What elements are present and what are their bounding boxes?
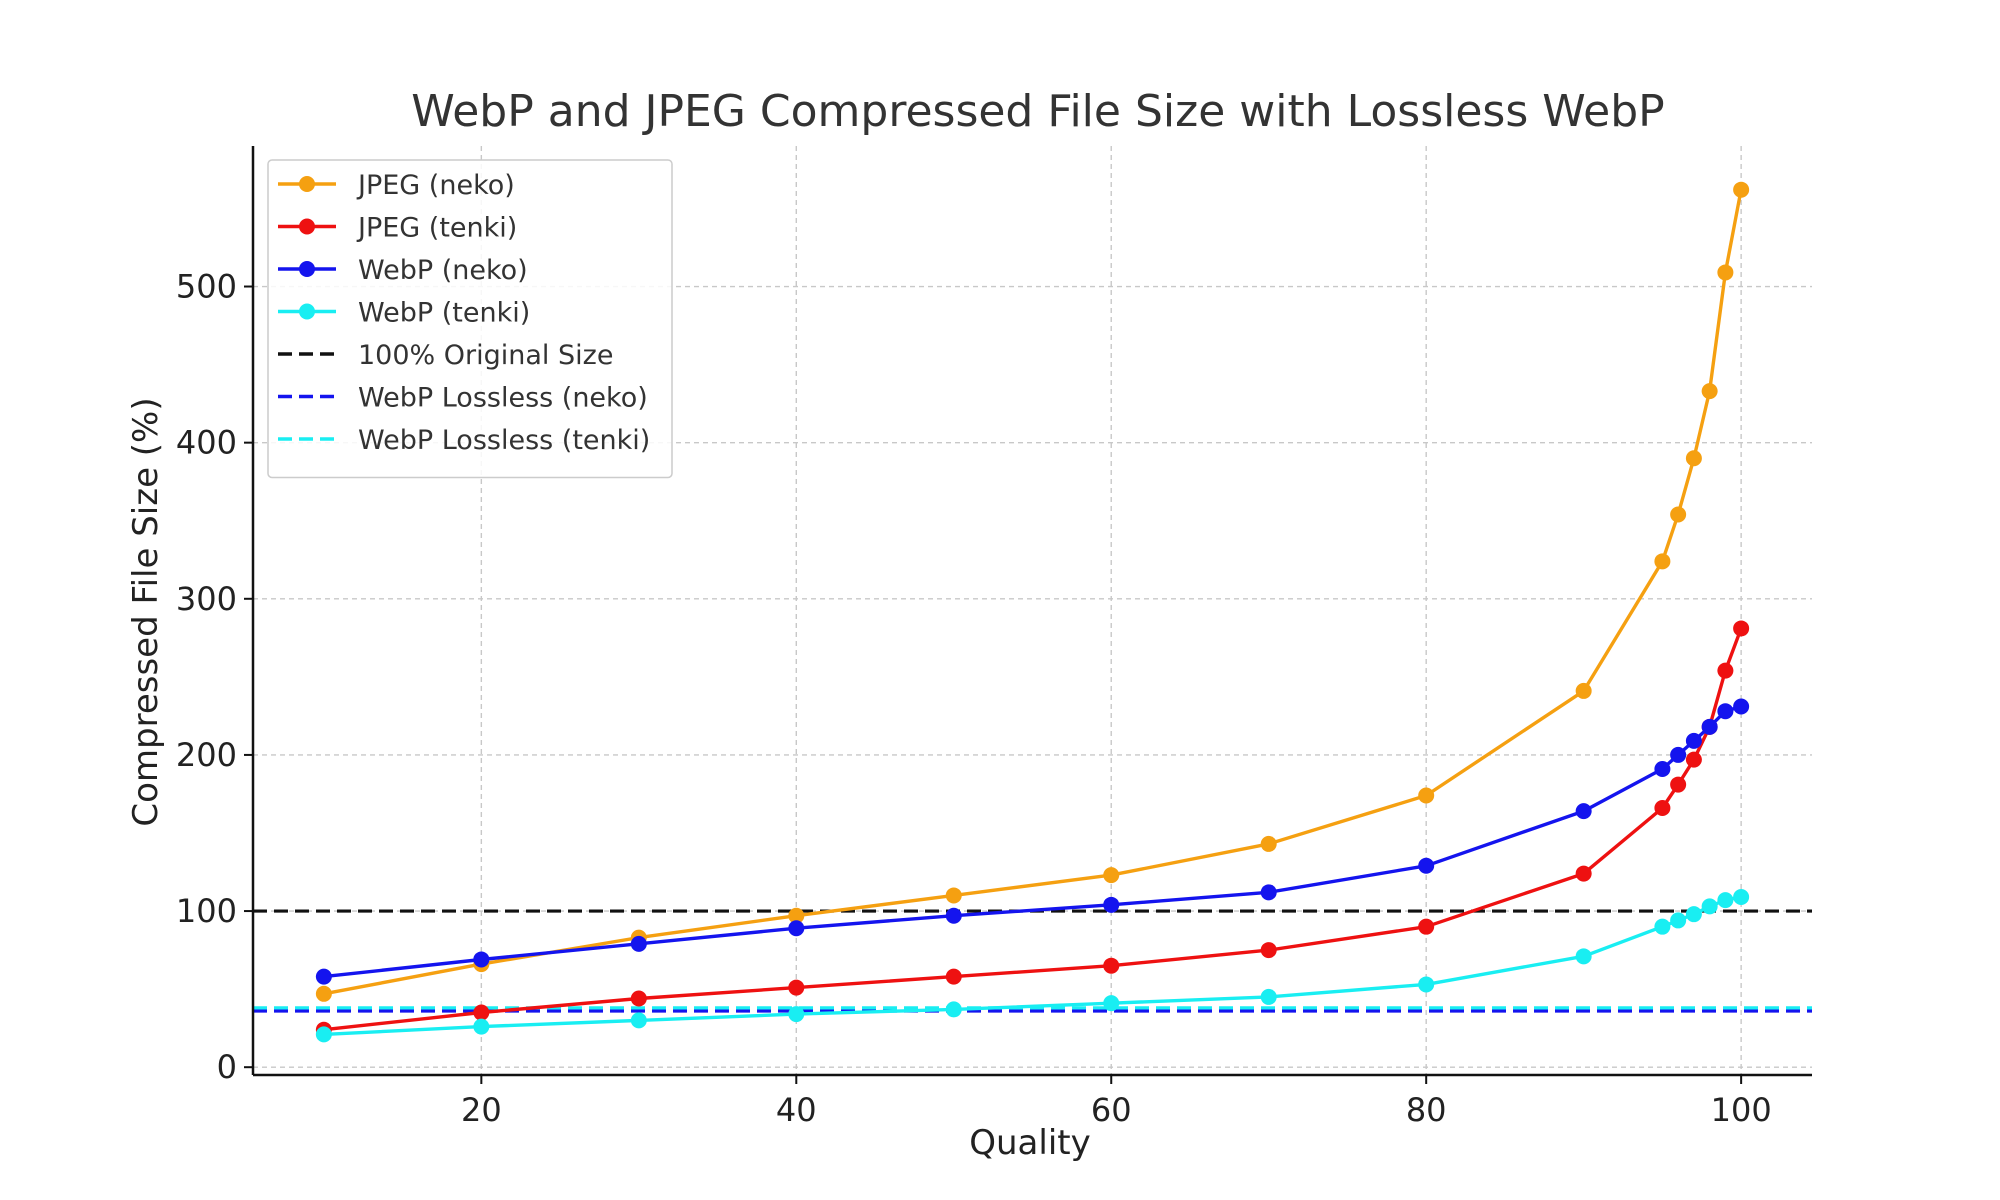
data-point-3-13 bbox=[1717, 892, 1734, 909]
x-tick-label-40: 40 bbox=[776, 1091, 817, 1129]
data-point-1-13 bbox=[1717, 662, 1734, 679]
legend-label-6: WebP Lossless (tenki) bbox=[358, 425, 650, 456]
data-point-0-11 bbox=[1685, 450, 1702, 467]
data-point-2-12 bbox=[1701, 718, 1718, 735]
data-point-2-2 bbox=[630, 935, 647, 952]
legend-label-3: WebP (tenki) bbox=[358, 298, 530, 329]
data-point-0-0 bbox=[315, 985, 332, 1002]
data-point-3-5 bbox=[1103, 995, 1120, 1012]
data-point-1-11 bbox=[1685, 751, 1702, 768]
data-point-3-10 bbox=[1670, 912, 1687, 929]
legend-marker-2 bbox=[299, 261, 315, 277]
data-point-2-9 bbox=[1654, 760, 1671, 777]
data-point-2-0 bbox=[315, 968, 332, 985]
legend-label-0: JPEG (neko) bbox=[356, 170, 515, 201]
data-point-3-9 bbox=[1654, 918, 1671, 935]
data-point-2-7 bbox=[1418, 857, 1435, 874]
data-point-2-8 bbox=[1575, 803, 1592, 820]
data-point-0-14 bbox=[1733, 181, 1750, 198]
x-axis-label: Quality bbox=[969, 1123, 1091, 1163]
data-point-0-12 bbox=[1701, 383, 1718, 400]
legend: JPEG (neko) JPEG (tenki) WebP (neko) WebP (… bbox=[267, 159, 673, 479]
data-point-3-8 bbox=[1575, 948, 1592, 965]
data-point-0-8 bbox=[1575, 682, 1592, 699]
data-point-1-1 bbox=[473, 1004, 490, 1021]
data-point-1-9 bbox=[1654, 800, 1671, 817]
data-point-2-6 bbox=[1260, 884, 1277, 901]
data-point-3-6 bbox=[1260, 988, 1277, 1005]
x-tick-label-20: 20 bbox=[461, 1091, 502, 1129]
data-point-1-5 bbox=[1103, 957, 1120, 974]
axes-layer: 20 40 60 80 100 0 100 200 300 400 500 bbox=[176, 146, 1812, 1129]
data-point-1-8 bbox=[1575, 865, 1592, 882]
legend-label-1: JPEG (tenki) bbox=[356, 213, 517, 244]
y-axis-label: Compressed File Size (%) bbox=[126, 397, 166, 826]
data-point-1-7 bbox=[1418, 918, 1435, 935]
legend-label-5: WebP Lossless (neko) bbox=[358, 383, 648, 414]
legend-marker-0 bbox=[299, 176, 315, 192]
y-tick-label-100: 100 bbox=[176, 892, 237, 930]
y-tick-label-500: 500 bbox=[176, 268, 237, 306]
x-tick-label-80: 80 bbox=[1406, 1091, 1447, 1129]
data-point-3-4 bbox=[945, 1001, 962, 1018]
data-point-3-2 bbox=[630, 1012, 647, 1029]
data-point-1-2 bbox=[630, 990, 647, 1007]
data-point-0-10 bbox=[1670, 506, 1687, 523]
data-point-2-10 bbox=[1670, 746, 1687, 763]
data-point-2-11 bbox=[1685, 732, 1702, 749]
data-point-2-4 bbox=[945, 907, 962, 924]
data-point-1-10 bbox=[1670, 776, 1687, 793]
legend-label-4: 100% Original Size bbox=[358, 340, 613, 371]
data-point-1-3 bbox=[788, 979, 805, 996]
y-tick-label-200: 200 bbox=[176, 736, 237, 774]
y-tick-label-300: 300 bbox=[176, 580, 237, 618]
series-layer bbox=[315, 181, 1750, 1043]
data-point-2-5 bbox=[1103, 896, 1120, 913]
legend-label-2: WebP (neko) bbox=[358, 255, 528, 286]
data-point-3-0 bbox=[315, 1026, 332, 1043]
data-point-0-4 bbox=[945, 887, 962, 904]
data-point-2-14 bbox=[1733, 698, 1750, 715]
data-point-3-14 bbox=[1733, 889, 1750, 906]
data-point-3-3 bbox=[788, 1006, 805, 1023]
legend-box bbox=[267, 159, 673, 479]
data-point-3-7 bbox=[1418, 976, 1435, 993]
data-point-0-9 bbox=[1654, 553, 1671, 570]
data-point-0-5 bbox=[1103, 867, 1120, 884]
chart-title: WebP and JPEG Compressed File Size with … bbox=[411, 86, 1664, 137]
data-point-0-7 bbox=[1418, 787, 1435, 804]
legend-marker-3 bbox=[299, 303, 315, 320]
data-point-3-1 bbox=[473, 1018, 490, 1035]
data-point-2-13 bbox=[1717, 703, 1734, 720]
data-point-3-11 bbox=[1685, 906, 1702, 923]
data-point-1-14 bbox=[1733, 620, 1750, 637]
x-tick-label-100: 100 bbox=[1711, 1091, 1772, 1129]
data-point-3-12 bbox=[1701, 898, 1718, 915]
data-point-2-3 bbox=[788, 920, 805, 937]
data-point-0-13 bbox=[1717, 264, 1734, 281]
data-point-0-6 bbox=[1260, 835, 1277, 852]
y-tick-label-0: 0 bbox=[217, 1048, 237, 1086]
legend-marker-1 bbox=[299, 218, 315, 235]
y-tick-label-400: 400 bbox=[176, 424, 237, 462]
data-point-1-4 bbox=[945, 968, 962, 985]
data-point-2-1 bbox=[473, 951, 490, 968]
data-point-1-6 bbox=[1260, 942, 1277, 959]
data-point-0-3 bbox=[788, 907, 805, 924]
x-tick-label-60: 60 bbox=[1091, 1091, 1132, 1129]
